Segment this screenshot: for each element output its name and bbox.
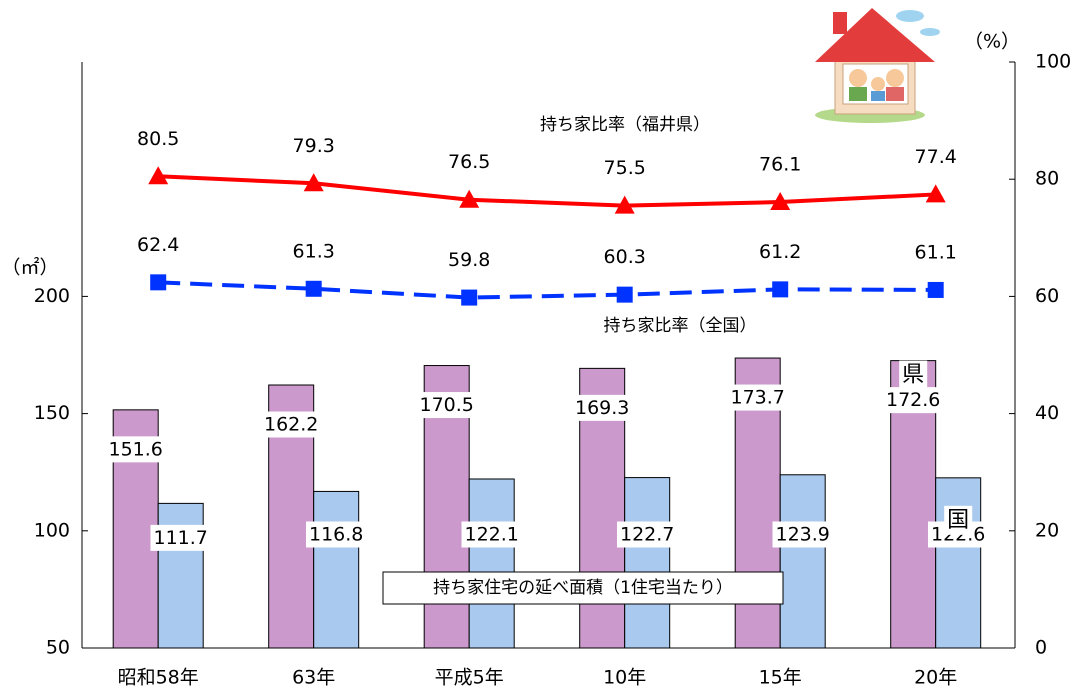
bar-value-label: 116.8	[309, 524, 363, 546]
line	[158, 174, 936, 208]
line-value-label: 80.5	[137, 128, 179, 150]
bar-value-label-bg	[772, 521, 833, 548]
y-tick-label: 100	[34, 519, 70, 541]
line	[158, 280, 936, 300]
marker	[148, 166, 169, 185]
bar-value-label: 122.7	[620, 524, 674, 546]
bar-value-label: 172.6	[886, 389, 940, 411]
bar-value-label-bg	[727, 384, 788, 411]
x-tick-label: 15年	[759, 667, 802, 689]
bar-value-label: 122.1	[464, 524, 518, 546]
marker	[616, 286, 633, 303]
x-tick-label: 平成5年	[435, 667, 504, 689]
marker	[927, 281, 944, 298]
y2-tick-label: 60	[1035, 285, 1059, 307]
bar-value-label: 151.6	[108, 438, 162, 460]
y-tick-label: 200	[34, 285, 70, 307]
line-value-label: 59.8	[448, 249, 490, 271]
x-tick-label: 10年	[603, 667, 646, 689]
marker	[459, 189, 480, 208]
x-tick-label: 63年	[292, 667, 335, 689]
x-tick-label: 昭和58年	[118, 667, 199, 689]
marker	[925, 184, 946, 203]
marker	[305, 280, 322, 297]
series-name-bg	[899, 360, 928, 390]
line-value-label: 75.5	[604, 157, 646, 179]
line-value-label: 76.1	[759, 154, 801, 176]
bar-value-label: 111.7	[153, 527, 207, 549]
bar-value-label-bg	[571, 394, 633, 421]
marker	[303, 173, 324, 192]
bar	[935, 477, 982, 649]
annotation: 持ち家住宅の延べ面積（1住宅当たり）	[433, 578, 733, 598]
marker	[461, 289, 478, 306]
bar	[779, 474, 826, 649]
line-value-label: 77.4	[915, 146, 957, 168]
line-value-label: 60.3	[604, 246, 646, 268]
bar-value-label-bg	[416, 392, 477, 419]
bar-value-label-bg	[616, 521, 678, 548]
x-tick-label: 20年	[914, 667, 957, 689]
series-name: 持ち家比率（全国）	[604, 316, 757, 336]
series-name: 持ち家比率（福井県）	[540, 115, 710, 135]
y-tick-label: 150	[34, 402, 70, 424]
house-icon	[815, 8, 940, 123]
bar-value-label-bg	[260, 411, 322, 438]
bar-value-label-bg	[150, 524, 211, 551]
series-name-bg	[944, 505, 973, 535]
marker	[150, 274, 167, 291]
bar-value-label: 162.2	[264, 414, 318, 436]
y2-tick-label: 0	[1035, 637, 1047, 659]
bar	[468, 478, 515, 649]
bar-value-label-bg	[882, 387, 944, 414]
y-unit: （㎡）	[1, 256, 58, 279]
bar	[624, 477, 671, 649]
series-name: 国	[947, 508, 969, 533]
annotation-box	[382, 571, 784, 605]
line-value-label: 79.3	[293, 135, 335, 157]
y2-tick-label: 80	[1035, 168, 1059, 190]
line-value-label: 62.4	[137, 234, 179, 256]
line-value-label: 61.3	[293, 240, 335, 262]
bar-value-label: 173.7	[730, 387, 784, 409]
marker	[770, 192, 791, 211]
series-name: 県	[902, 363, 924, 388]
y2-tick-label: 100	[1035, 51, 1071, 73]
y2-unit: （%）	[964, 31, 1020, 53]
bar-value-label-bg	[461, 521, 522, 548]
bar-value-label: 170.5	[419, 394, 473, 416]
line-value-label: 76.5	[448, 151, 490, 173]
marker	[772, 281, 789, 298]
bar-value-label-bg	[305, 521, 367, 548]
bar-value-label: 123.9	[775, 524, 829, 546]
line-value-label: 61.1	[915, 241, 957, 263]
bar-value-label-bg	[105, 436, 166, 463]
bar	[313, 490, 360, 649]
bar-value-label: 169.3	[575, 397, 629, 419]
marker	[614, 195, 635, 214]
y2-tick-label: 40	[1035, 402, 1059, 424]
line-value-label: 61.2	[759, 241, 801, 263]
y-tick-label: 50	[46, 637, 70, 659]
y2-tick-label: 20	[1035, 519, 1059, 541]
